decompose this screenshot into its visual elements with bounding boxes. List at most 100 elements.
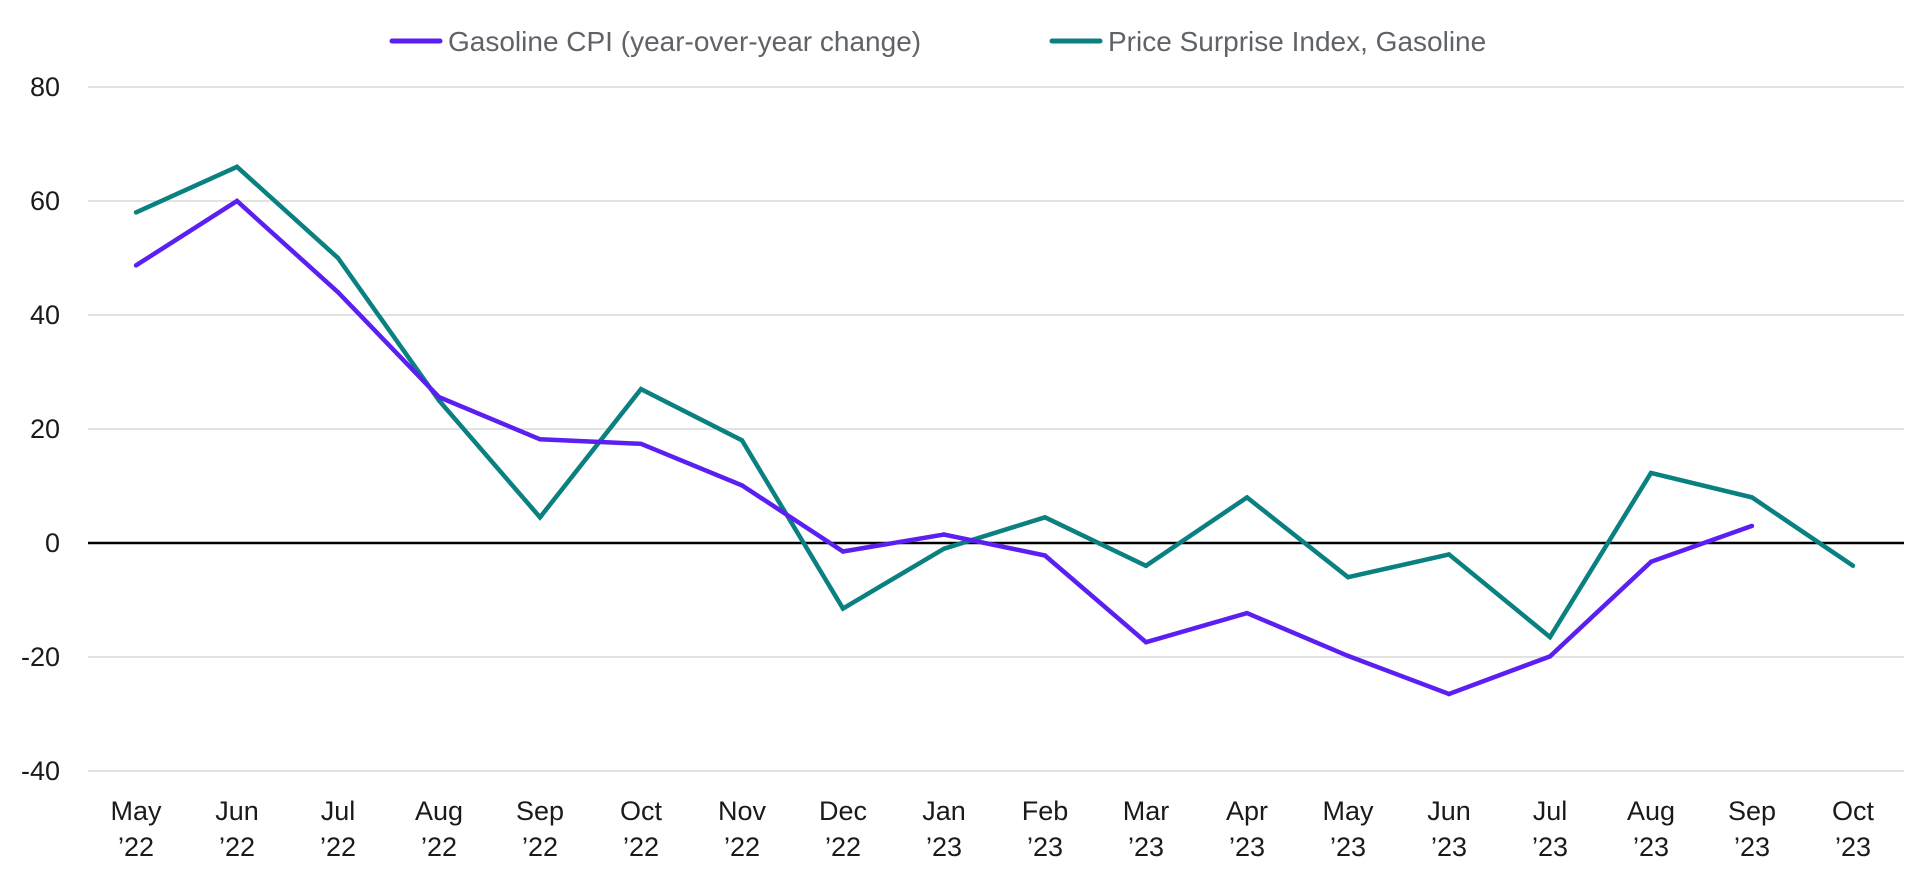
point-gasoline-cpi [537, 437, 543, 442]
point-price-surprise-index [1143, 563, 1149, 568]
y-tick-label: -40 [21, 756, 60, 786]
x-tick-label: May ’23 [1322, 796, 1374, 862]
series-line-gasoline-cpi [134, 198, 1753, 697]
x-tick-label: Aug ’22 [415, 796, 463, 862]
x-tick-year: ’22 [623, 832, 659, 862]
x-tick-year: ’22 [320, 832, 356, 862]
point-price-surprise-index [1749, 495, 1755, 500]
x-tick-month: Jun [215, 796, 259, 826]
point-price-surprise-index [1345, 575, 1351, 580]
point-gasoline-cpi [234, 198, 240, 204]
gridlines [88, 86, 1904, 772]
x-tick-year: ’22 [522, 832, 558, 862]
point-price-surprise-index [1648, 470, 1654, 476]
x-tick-month: Jun [1427, 796, 1471, 826]
x-tick-label: Sep ’23 [1728, 796, 1776, 862]
x-tick-label: Nov ’22 [718, 796, 767, 862]
x-tick-month: May [1322, 796, 1374, 826]
point-gasoline-cpi [1648, 559, 1654, 565]
x-tick-label: Apr ’23 [1226, 796, 1268, 862]
point-price-surprise-index [1446, 552, 1452, 557]
point-gasoline-cpi [1244, 610, 1250, 616]
point-gasoline-cpi [638, 441, 644, 447]
x-tick-month: Mar [1123, 796, 1170, 826]
x-tick-month: Apr [1226, 796, 1268, 826]
x-tick-month: Jul [1533, 796, 1568, 826]
x-tick-month: Sep [516, 796, 564, 826]
x-tick-label: Aug ’23 [1627, 796, 1675, 862]
legend-item: Price Surprise Index, Gasoline [1049, 26, 1486, 57]
x-tick-label: Oct ’22 [620, 796, 663, 862]
x-tick-month: Oct [620, 796, 663, 826]
x-tick-label: Sep ’22 [516, 796, 564, 862]
x-tick-month: Sep [1728, 796, 1776, 826]
point-price-surprise-index [133, 210, 139, 215]
point-gasoline-cpi [739, 483, 745, 488]
x-tick-year: ’22 [724, 832, 760, 862]
legend-item: Gasoline CPI (year-over-year change) [389, 26, 921, 57]
x-tick-year: ’23 [1128, 832, 1164, 862]
x-tick-year: ’22 [219, 832, 255, 862]
point-gasoline-cpi [335, 290, 341, 295]
series-lines [133, 164, 1856, 697]
x-tick-month: Nov [718, 796, 767, 826]
point-gasoline-cpi [840, 549, 846, 554]
point-gasoline-cpi [1345, 653, 1351, 659]
y-tick-label: 20 [30, 414, 60, 444]
x-tick-year: ’23 [1532, 832, 1568, 862]
point-price-surprise-index [739, 438, 745, 443]
y-axis: 80 60 40 20 0 -20 -40 [21, 72, 60, 786]
point-gasoline-cpi [1446, 691, 1452, 697]
point-price-surprise-index [1244, 495, 1250, 500]
point-price-surprise-index [234, 164, 240, 169]
x-axis: May ’22 Jun ’22 Jul ’22 Aug ’22 Sep ’22 Oct ’22 Nov ’… [110, 796, 1874, 862]
x-tick-label: May ’22 [110, 796, 162, 862]
x-tick-year: ’23 [1734, 832, 1770, 862]
x-tick-year: ’23 [1431, 832, 1467, 862]
point-gasoline-cpi [436, 394, 442, 400]
x-tick-month: Jul [321, 796, 356, 826]
x-tick-month: Aug [1627, 796, 1675, 826]
point-price-surprise-index [941, 546, 947, 551]
point-gasoline-cpi [941, 532, 947, 537]
x-tick-label: Jan ’23 [922, 796, 966, 862]
point-gasoline-cpi [1547, 654, 1553, 659]
point-gasoline-cpi [1042, 553, 1048, 558]
point-price-surprise-index [1547, 634, 1553, 640]
x-tick-label: Dec ’22 [819, 796, 867, 862]
x-tick-label: Jul ’23 [1532, 796, 1568, 862]
point-price-surprise-index [537, 515, 543, 520]
series-line-price-surprise-index [135, 164, 1855, 641]
point-gasoline-cpi [133, 263, 139, 268]
x-tick-label: Mar ’23 [1123, 796, 1170, 862]
x-tick-label: Jun ’23 [1427, 796, 1471, 862]
x-tick-label: Feb ’23 [1022, 796, 1069, 862]
legend: Gasoline CPI (year-over-year change) Pric… [389, 26, 1486, 57]
x-tick-year: ’23 [1835, 832, 1871, 862]
x-tick-month: Dec [819, 796, 867, 826]
x-tick-year: ’23 [1330, 832, 1366, 862]
y-tick-label: 0 [45, 528, 60, 558]
legend-label: Price Surprise Index, Gasoline [1108, 26, 1486, 57]
point-price-surprise-index [840, 606, 846, 611]
x-tick-label: Jun ’22 [215, 796, 259, 862]
point-price-surprise-index [335, 255, 341, 261]
x-tick-month: Oct [1832, 796, 1875, 826]
x-tick-month: Feb [1022, 796, 1069, 826]
point-gasoline-cpi [1749, 523, 1755, 529]
x-tick-year: ’23 [1229, 832, 1265, 862]
legend-label: Gasoline CPI (year-over-year change) [448, 26, 921, 57]
x-tick-year: ’23 [1027, 832, 1063, 862]
x-tick-month: Aug [415, 796, 463, 826]
x-tick-year: ’22 [118, 832, 154, 862]
x-tick-year: ’22 [825, 832, 861, 862]
x-tick-label: Oct ’23 [1832, 796, 1875, 862]
x-tick-month: Jan [922, 796, 966, 826]
x-tick-year: ’23 [1633, 832, 1669, 862]
x-tick-year: ’23 [926, 832, 962, 862]
point-price-surprise-index [638, 386, 644, 392]
y-tick-label: -20 [21, 642, 60, 672]
point-price-surprise-index [1042, 515, 1048, 520]
